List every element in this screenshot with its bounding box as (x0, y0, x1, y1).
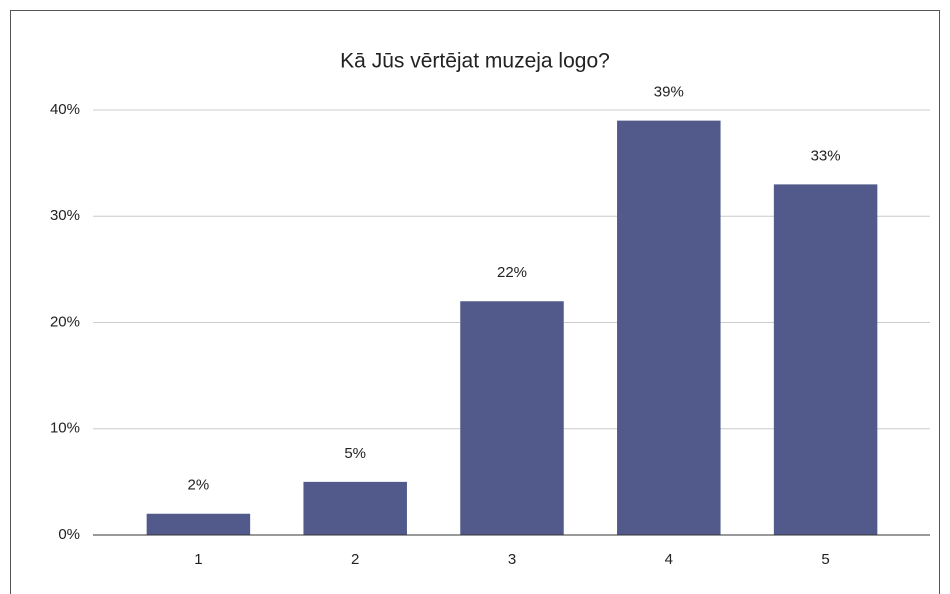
bar (460, 301, 564, 535)
y-tick-label: 20% (50, 313, 80, 330)
x-tick-label: 3 (508, 551, 516, 568)
value-label: 2% (188, 477, 210, 494)
x-tick-label: 2 (351, 551, 359, 568)
bar (146, 513, 251, 535)
x-tick-label: 5 (821, 551, 829, 568)
y-tick-label: 40% (50, 101, 80, 118)
value-label: 5% (344, 445, 366, 462)
bar (773, 184, 878, 535)
chart-title: Kā Jūs vērtējat muzeja logo? (340, 50, 610, 73)
bar (303, 481, 407, 535)
x-tick-label: 1 (194, 551, 202, 568)
y-tick-label: 10% (50, 420, 80, 437)
bar (617, 120, 721, 535)
x-tick-label: 4 (665, 551, 673, 568)
value-label: 33% (811, 147, 841, 164)
value-label: 39% (654, 84, 684, 101)
value-label: 22% (497, 264, 527, 281)
y-tick-label: 30% (50, 207, 80, 224)
y-tick-label: 0% (58, 526, 80, 543)
